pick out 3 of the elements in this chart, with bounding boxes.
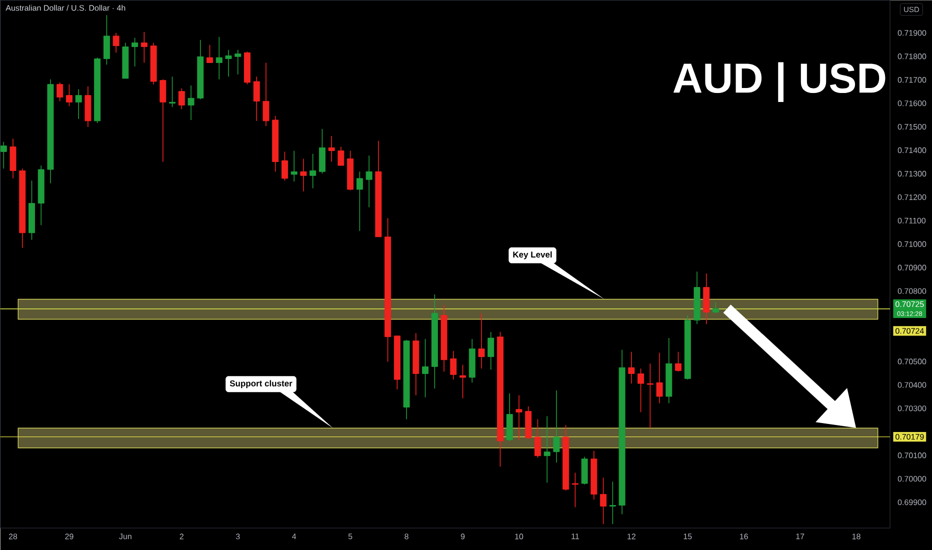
annotation: Support cluster — [230, 380, 292, 388]
annotation: Key Level — [513, 251, 552, 260]
text: AUD | USD — [673, 62, 886, 102]
